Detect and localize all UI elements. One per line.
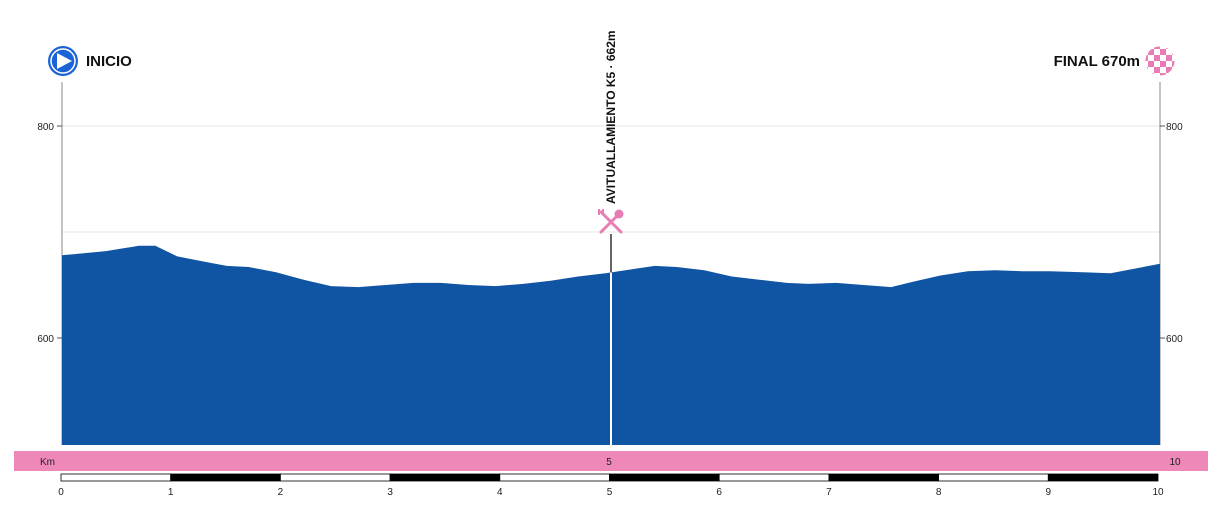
x-tick-label: 3 [387, 487, 393, 498]
scale-bar-segment [389, 473, 501, 482]
x-axis-ticks: 0 1 2 3 4 5 6 7 8 9 10 [58, 487, 1164, 498]
km-band [14, 451, 1208, 471]
y-tick-label: 800 [37, 122, 54, 133]
scale-bar-segment [718, 473, 830, 482]
scale-bar-segment [828, 473, 940, 482]
x-tick-label: 8 [936, 487, 942, 498]
y-axis-left-ticks: 600 800 [37, 122, 62, 345]
x-tick-label: 9 [1046, 487, 1052, 498]
x-tick-label: 4 [497, 487, 503, 498]
scale-bar-segment [1047, 473, 1159, 482]
scale-bar-segment [938, 473, 1049, 482]
scale-bar-segment [60, 473, 172, 482]
scale-bar-segment [499, 473, 610, 482]
checkered-flag-icon [1144, 45, 1176, 77]
x-tick-label: 6 [716, 487, 722, 498]
x-tick-label: 10 [1152, 487, 1164, 498]
x-tick-label: 7 [826, 487, 832, 498]
y-tick-label: 800 [1166, 122, 1183, 133]
play-icon [48, 46, 78, 76]
finish-marker: FINAL 670m [1054, 45, 1176, 77]
fork-knife-icon [598, 209, 624, 234]
y-tick-label: 600 [1166, 334, 1183, 345]
y-axis-right-ticks: 600 800 [1160, 122, 1183, 345]
x-tick-label: 5 [607, 487, 613, 498]
scale-bar-segment [170, 473, 281, 482]
km-band-end-label: 10 [1169, 457, 1181, 468]
x-tick-label: 0 [58, 487, 64, 498]
scale-bar-segment [279, 473, 391, 482]
start-label: INICIO [86, 53, 132, 70]
scale-bar-segment [609, 473, 720, 482]
x-tick-label: 2 [278, 487, 284, 498]
aid-station-label: AVITUALLAMIENTO K5 · 662m [604, 30, 618, 204]
y-tick-label: 600 [37, 334, 54, 345]
km-band-mid-label: 5 [606, 457, 612, 468]
aid-station-marker: AVITUALLAMIENTO K5 · 662m [598, 30, 624, 445]
finish-label: FINAL 670m [1054, 53, 1140, 70]
start-marker: INICIO [48, 46, 132, 76]
km-band-label: Km [40, 457, 55, 468]
x-tick-label: 1 [168, 487, 174, 498]
distance-scale-bar [60, 473, 1159, 482]
